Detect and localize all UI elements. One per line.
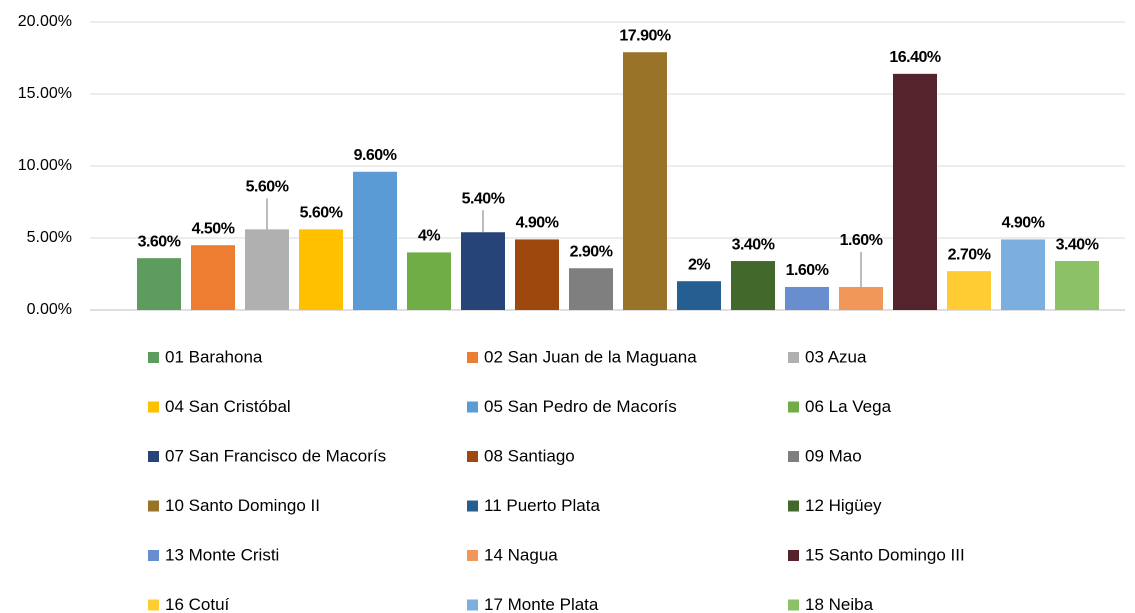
value-label: 2% (688, 256, 710, 273)
legend-swatch (148, 550, 159, 561)
bar (299, 229, 343, 310)
y-tick-label: 20.00% (18, 13, 72, 30)
legend-swatch (788, 550, 799, 561)
bar (677, 281, 721, 310)
value-label: 4.50% (192, 220, 235, 237)
legend-label: 01 Barahona (165, 347, 263, 366)
legend-label: 03 Azua (805, 347, 867, 366)
bar (785, 286, 829, 310)
legend-label: 09 Mao (805, 446, 862, 465)
legend-label: 10 Santo Domingo II (165, 496, 320, 515)
legend-swatch (788, 401, 799, 413)
bar (407, 252, 451, 310)
value-label: 1.60% (840, 232, 883, 249)
legend-swatch (467, 500, 478, 512)
value-label: 4.90% (1002, 215, 1045, 232)
legend-swatch (788, 451, 799, 462)
legend-label: 04 San Cristóbal (165, 397, 291, 416)
value-label: 5.60% (246, 179, 289, 196)
legend-label: 05 San Pedro de Macorís (484, 397, 677, 416)
legend-swatch (788, 500, 799, 512)
y-tick-label: 15.00% (18, 85, 72, 102)
value-label: 3.40% (732, 236, 775, 253)
bar (353, 171, 397, 310)
bar (623, 52, 667, 311)
legend-swatch (148, 599, 159, 611)
bar (731, 261, 775, 310)
value-label: 5.60% (300, 205, 343, 222)
legend-swatch (467, 451, 478, 462)
bar (137, 258, 181, 310)
value-label: 5.40% (462, 190, 505, 207)
legend-swatch (467, 599, 478, 611)
value-label: 2.70% (948, 246, 991, 263)
legend-label: 18 Neiba (805, 595, 874, 613)
value-label: 17.90% (619, 27, 671, 44)
value-label: 3.40% (1056, 236, 1099, 253)
y-tick-label: 0.00% (27, 301, 72, 318)
legend-swatch (467, 550, 478, 561)
y-tick-label: 5.00% (27, 229, 72, 246)
legend-label: 08 Santiago (484, 446, 575, 465)
legend-swatch (788, 599, 799, 611)
value-label: 1.60% (786, 262, 829, 279)
legend-label: 15 Santo Domingo III (805, 545, 965, 564)
legend-swatch (467, 352, 478, 363)
bar (947, 271, 991, 310)
legend-label: 16 Cotuí (165, 595, 230, 613)
bar (893, 73, 937, 310)
bar (1001, 239, 1045, 310)
legend-label: 14 Nagua (484, 545, 558, 564)
legend-label: 11 Puerto Plata (484, 496, 600, 515)
legend-swatch (148, 401, 159, 413)
legend-label: 17 Monte Plata (484, 595, 599, 613)
bar (191, 245, 235, 310)
value-label: 3.60% (138, 233, 181, 250)
value-label: 4.90% (516, 215, 559, 232)
legend-label: 07 San Francisco de Macorís (165, 446, 386, 465)
bar (461, 232, 505, 310)
legend-swatch (148, 500, 159, 512)
legend-label: 02 San Juan de la Maguana (484, 347, 697, 366)
legend-swatch (148, 451, 159, 462)
value-label: 2.90% (570, 243, 613, 260)
bar (1055, 261, 1099, 310)
value-label: 4% (418, 228, 440, 245)
bar (569, 268, 613, 310)
legend-label: 12 Higüey (805, 496, 882, 515)
value-label: 9.60% (354, 147, 397, 164)
legend-label: 06 La Vega (805, 397, 892, 416)
bar (245, 229, 289, 310)
legend-label: 13 Monte Cristi (165, 545, 279, 564)
legend-swatch (467, 401, 478, 413)
y-tick-label: 10.00% (18, 157, 72, 174)
bar (515, 239, 559, 310)
value-label: 16.40% (889, 49, 941, 66)
bar (839, 286, 883, 310)
legend-swatch (148, 352, 159, 363)
legend-swatch (788, 352, 799, 363)
